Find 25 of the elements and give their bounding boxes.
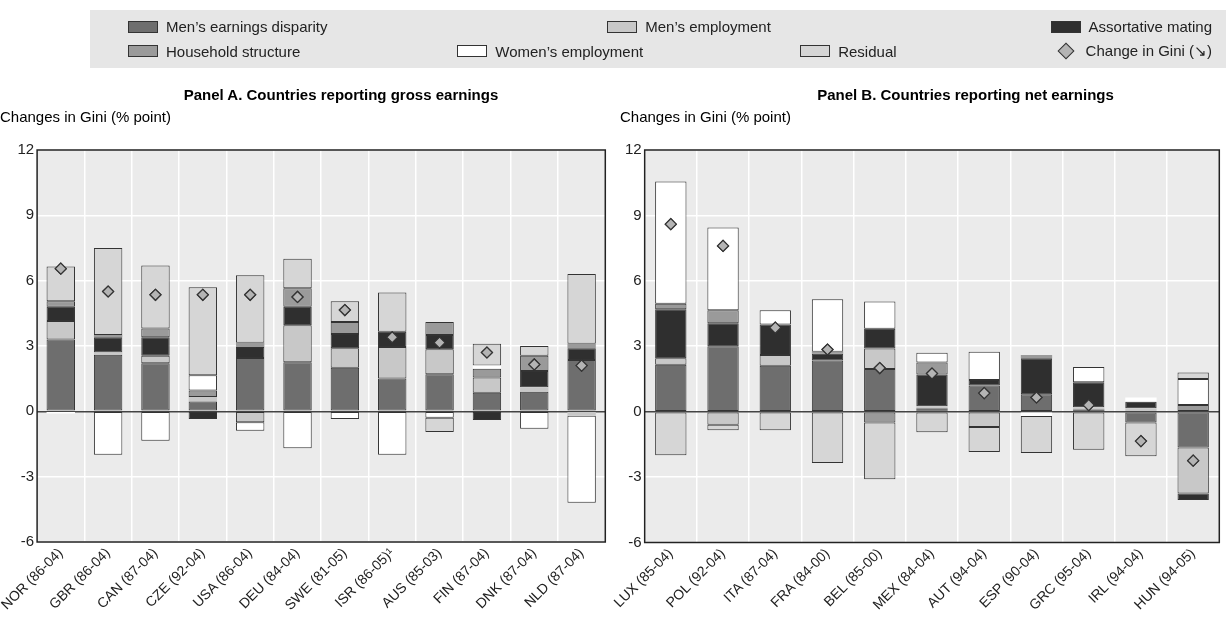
y-tick-label: 9 (633, 205, 642, 223)
y-tick-label: 0 (25, 401, 35, 419)
y-axis-title: Changes in Gini (% point) (620, 108, 791, 125)
legend-label: Men’s earnings disparity (166, 18, 328, 35)
y-tick-label: -3 (628, 467, 642, 485)
legend-label: Men’s employment (645, 18, 771, 35)
y-tick-label: -6 (20, 532, 35, 550)
y-tick-label: 3 (633, 336, 642, 354)
legend-label: Household structure (166, 42, 301, 60)
y-tick-label: -3 (20, 466, 35, 484)
y-tick-label: 0 (633, 401, 642, 419)
y-tick-label: 6 (633, 270, 642, 288)
y-tick-label: 3 (25, 336, 35, 354)
chart-title: Panel A. Countries reporting gross earnings (182, 86, 500, 103)
y-tick-label: 9 (25, 205, 35, 223)
legend-label: Change in Gini (↘) (1085, 42, 1212, 60)
y-tick-label: 6 (25, 270, 35, 288)
y-tick-label: 12 (625, 140, 642, 158)
legend-label: Residual (838, 42, 897, 60)
y-tick-label: 12 (17, 140, 35, 158)
legend-label: Women’s employment (495, 42, 644, 60)
legend-label: Assortative mating (1088, 18, 1212, 35)
y-axis-title: Changes in Gini (% point) (0, 108, 171, 125)
chart-title: Panel B. Countries reporting net earnings (816, 86, 1115, 103)
y-tick-label: -6 (628, 532, 642, 550)
